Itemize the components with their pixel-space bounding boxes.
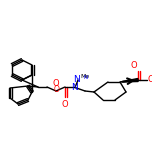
Text: N: N [72,83,78,92]
Text: O: O [53,79,59,88]
Text: Me: Me [80,74,89,79]
Polygon shape [120,79,138,82]
Text: O: O [54,85,60,94]
Text: O: O [62,100,68,109]
Text: N: N [73,75,79,84]
Text: N: N [83,75,87,80]
Text: O: O [130,61,137,70]
Text: OH: OH [148,76,152,85]
